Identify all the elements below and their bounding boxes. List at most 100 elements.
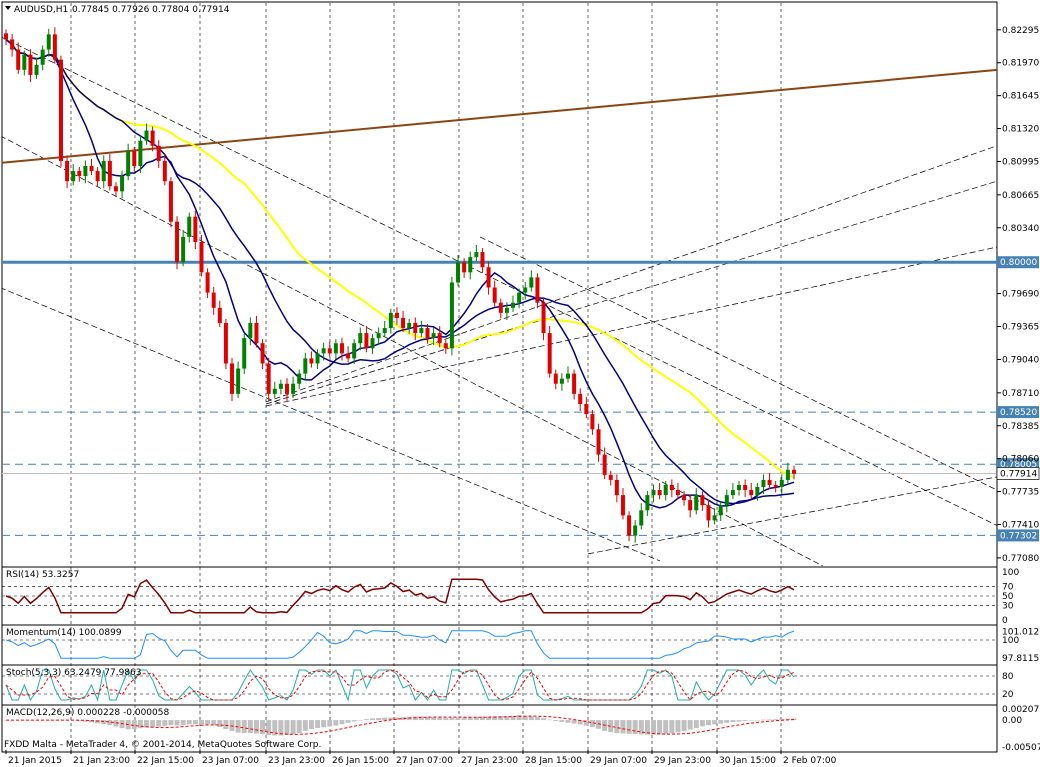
macd-bar xyxy=(785,718,791,721)
price-level-label: 0.80000 xyxy=(1000,258,1037,268)
macd-bar xyxy=(699,720,705,727)
candle-body xyxy=(230,363,235,394)
candle-body xyxy=(58,59,63,161)
candle xyxy=(95,167,100,187)
macd-bar xyxy=(608,720,614,733)
macd-bar xyxy=(168,720,174,726)
macd-bar xyxy=(577,720,583,725)
price-tick-label: 0.77080 xyxy=(1002,554,1039,564)
macd-bar xyxy=(479,716,485,721)
candle xyxy=(211,287,216,315)
trendline xyxy=(479,236,997,491)
candle-body xyxy=(236,368,241,394)
candle-body xyxy=(150,130,155,146)
trendline xyxy=(587,476,997,555)
macd-bar xyxy=(791,718,797,721)
macd-bar xyxy=(284,720,290,736)
candle-body xyxy=(223,322,228,364)
candle xyxy=(175,216,180,270)
trendline xyxy=(2,287,661,562)
macd-bar xyxy=(376,717,382,721)
candle-body xyxy=(529,277,534,288)
macd-bar xyxy=(516,715,522,721)
candle-body xyxy=(755,487,760,496)
macd-bar xyxy=(596,720,602,729)
candle xyxy=(724,489,729,513)
candle xyxy=(761,474,766,495)
macd-bar xyxy=(162,720,168,726)
time-tick-label: 21 Jan 2015 xyxy=(8,756,62,766)
candle xyxy=(474,245,479,262)
rsi-tick-label: 100 xyxy=(1002,568,1019,578)
macd-bar xyxy=(223,720,229,730)
macd-bar xyxy=(52,720,58,721)
trendlines xyxy=(2,36,997,566)
candle xyxy=(291,376,296,398)
macd-bar xyxy=(693,720,699,728)
candle xyxy=(52,27,57,64)
candle xyxy=(162,153,167,186)
candle xyxy=(168,177,173,228)
macd-bar xyxy=(247,720,253,733)
candle-body xyxy=(737,484,742,491)
candle xyxy=(83,160,88,184)
candle xyxy=(602,447,607,479)
candle-body xyxy=(474,252,479,258)
candle xyxy=(138,135,143,174)
price-tick-label: 0.81970 xyxy=(1002,59,1039,69)
macd-bar xyxy=(315,720,321,729)
candle-body xyxy=(162,160,167,182)
candle xyxy=(223,318,228,370)
macd-bar xyxy=(186,720,192,725)
candle xyxy=(712,508,717,525)
candle xyxy=(40,45,45,71)
macd-bar xyxy=(657,720,663,735)
macd-bar xyxy=(528,716,534,721)
candle-body xyxy=(486,267,491,288)
candle-body xyxy=(553,373,558,384)
candle xyxy=(480,248,485,273)
candle-body xyxy=(767,479,772,485)
candle xyxy=(694,488,699,515)
stoch-tick-label: 20 xyxy=(1002,690,1014,700)
macd-bar xyxy=(724,720,730,723)
candle xyxy=(156,140,161,169)
macd-bar xyxy=(742,720,748,722)
candle-body xyxy=(443,343,448,349)
price-level-label: 0.78005 xyxy=(1000,460,1037,470)
candle xyxy=(16,42,21,74)
candle-body xyxy=(144,130,149,141)
macd-bar xyxy=(418,716,424,721)
price-level-tag xyxy=(997,256,1039,269)
candle-body xyxy=(193,216,198,242)
time-tick-label: 26 Jan 15:00 xyxy=(332,756,389,766)
candle xyxy=(700,491,705,511)
macd-bar xyxy=(730,720,736,723)
price-tick-label: 0.77410 xyxy=(1002,520,1039,530)
macd-bar xyxy=(89,720,95,723)
candle xyxy=(706,499,711,528)
candle-body xyxy=(627,515,632,536)
chevron-down-icon[interactable] xyxy=(5,6,11,10)
candle-body xyxy=(40,49,45,65)
candle xyxy=(65,155,70,189)
macd-bar xyxy=(266,720,272,736)
candle xyxy=(620,488,625,520)
candle-body xyxy=(645,495,650,511)
time-tick-label: 2 Feb 07:00 xyxy=(783,756,837,766)
macd-bar xyxy=(638,720,644,735)
macd-bar xyxy=(559,720,565,722)
macd-bar xyxy=(296,720,302,733)
candle xyxy=(242,334,247,375)
macd-bar xyxy=(510,715,516,721)
macd-bar xyxy=(82,720,88,722)
macd-bar xyxy=(180,720,186,725)
macd-bar xyxy=(473,716,479,721)
candle-body xyxy=(602,454,607,475)
price-level-label: 0.78520 xyxy=(1000,408,1037,418)
macd-bar xyxy=(626,720,632,734)
candle xyxy=(749,482,754,500)
macd-bar xyxy=(644,720,650,735)
rsi-tick-label: 50 xyxy=(1002,592,1014,602)
